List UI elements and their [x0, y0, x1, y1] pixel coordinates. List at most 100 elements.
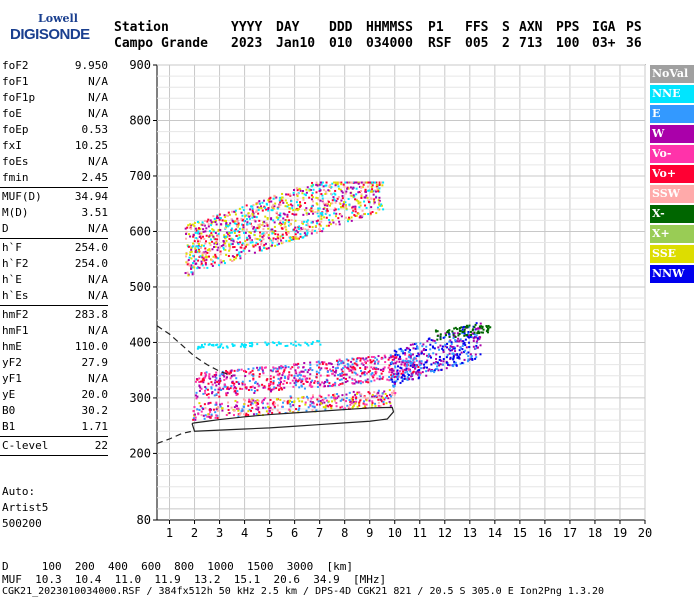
trace-point: [461, 328, 464, 331]
trace-point: [223, 375, 226, 378]
trace-point: [230, 385, 233, 388]
trace-point: [194, 250, 197, 253]
trace-point: [353, 367, 356, 370]
trace-point: [290, 342, 293, 345]
y-tick-label: 80: [137, 513, 151, 527]
trace-point: [347, 363, 350, 366]
trace-point: [263, 220, 266, 223]
trace-point: [415, 355, 418, 358]
trace-point: [461, 361, 464, 364]
trace-point: [334, 223, 337, 226]
trace-point: [251, 205, 254, 208]
trace-point: [353, 181, 356, 184]
trace-point: [295, 201, 298, 204]
trace-point: [311, 409, 314, 412]
trace-point: [204, 250, 207, 253]
trace-point: [204, 372, 207, 375]
trace-point: [238, 227, 241, 230]
trace-point: [244, 386, 247, 389]
trace-point: [356, 357, 359, 360]
trace-point: [377, 360, 380, 363]
trace-point: [204, 252, 207, 255]
trace-point: [394, 361, 397, 364]
trace-point: [311, 341, 314, 344]
trace-point: [260, 239, 263, 242]
trace-point: [315, 370, 318, 373]
trace-point: [448, 352, 451, 355]
trace-point: [363, 200, 366, 203]
trace-point: [294, 369, 297, 372]
trace-point: [287, 231, 290, 234]
trace-point: [281, 374, 284, 377]
param-value: 2.45: [81, 171, 109, 184]
trace-point: [317, 219, 320, 222]
trace-point: [457, 355, 460, 358]
trace-point: [480, 331, 483, 334]
trace-point: [210, 386, 213, 389]
trace-point: [368, 399, 371, 402]
trace-point: [363, 395, 366, 398]
param-name: h`F2: [2, 257, 29, 270]
trace-point: [380, 395, 383, 398]
trace-point: [274, 244, 277, 247]
trace-point: [190, 250, 193, 253]
trace-point: [300, 385, 303, 388]
x-tick-label: 6: [291, 526, 298, 540]
trace-point: [341, 195, 344, 198]
param-name: C-level: [2, 439, 49, 452]
trace-point: [318, 223, 321, 226]
trace-point: [472, 345, 475, 348]
trace-point: [452, 346, 455, 349]
trace-point: [333, 212, 336, 215]
trace-point: [266, 402, 269, 405]
trace-point: [312, 402, 315, 405]
trace-point: [360, 196, 363, 199]
trace-point: [278, 411, 281, 414]
trace-point: [415, 359, 418, 362]
trace-point: [346, 187, 349, 190]
trace-point: [478, 337, 481, 340]
plot-frame: [156, 64, 646, 521]
param-row: hmF2 283.8: [0, 307, 112, 323]
trace-point: [379, 405, 382, 408]
legend-item: NoVal: [650, 65, 694, 83]
trace-point: [212, 229, 215, 232]
trace-point: [191, 262, 194, 265]
trace-point: [335, 212, 338, 215]
trace-point: [455, 364, 458, 367]
trace-point: [452, 358, 455, 361]
trace-point: [359, 367, 362, 370]
trace-point: [434, 341, 437, 344]
trace-point: [332, 396, 335, 399]
trace-point: [453, 332, 456, 335]
trace-point: [400, 372, 403, 375]
trace-point: [376, 358, 379, 361]
trace-point: [207, 393, 210, 396]
trace-point: [418, 376, 421, 379]
trace-point: [252, 204, 255, 207]
trace-point: [374, 181, 377, 184]
trace-point: [456, 340, 459, 343]
trace-point: [293, 363, 296, 366]
trace-point: [207, 402, 210, 405]
trace-point: [318, 340, 321, 343]
trace-point: [390, 361, 393, 364]
trace-point: [344, 373, 347, 376]
trace-point: [380, 400, 383, 403]
trace-point: [335, 402, 338, 405]
trace-point: [381, 392, 384, 395]
trace-point: [308, 196, 311, 199]
trace-point: [377, 398, 380, 401]
trace-point: [228, 249, 231, 252]
trace-point: [299, 344, 302, 347]
trace-point: [291, 212, 294, 215]
trace-point: [214, 381, 217, 384]
trace-point: [293, 213, 296, 216]
trace-point: [359, 204, 362, 207]
trace-point: [253, 391, 256, 394]
trace-point: [323, 398, 326, 401]
trace-point: [374, 372, 377, 375]
trace-point: [296, 237, 299, 240]
param-row: hmE 110.0: [0, 339, 112, 355]
trace-point: [185, 237, 188, 240]
